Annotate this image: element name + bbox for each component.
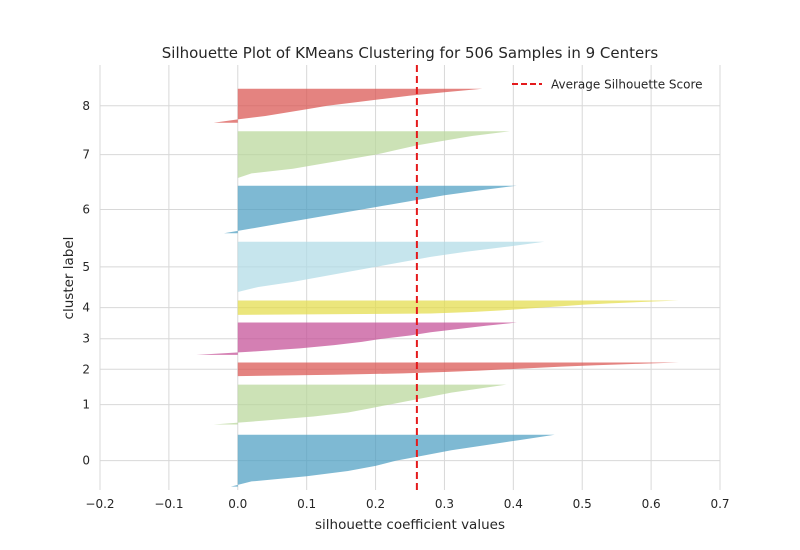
cluster-5-silhouette bbox=[237, 241, 545, 292]
x-tick-label: 0.1 bbox=[297, 497, 316, 511]
x-tick-label: 0.3 bbox=[435, 497, 454, 511]
x-axis-label: silhouette coefficient values bbox=[315, 517, 505, 533]
y-tick-label: 3 bbox=[82, 332, 90, 346]
legend-label: Average Silhouette Score bbox=[551, 78, 703, 92]
x-tick-labels: −0.2 −0.1 0.0 0.1 0.2 0.3 0.4 0.5 0.6 0.7 bbox=[85, 497, 729, 511]
cluster-4-silhouette bbox=[237, 300, 679, 315]
y-tick-label: 7 bbox=[82, 148, 90, 162]
y-tick-label: 8 bbox=[82, 99, 90, 113]
chart-title: Silhouette Plot of KMeans Clustering for… bbox=[162, 44, 659, 62]
cluster-8-silhouette bbox=[213, 88, 483, 123]
cluster-1-silhouette bbox=[213, 384, 507, 425]
y-tick-label: 5 bbox=[82, 260, 90, 274]
x-tick-label: 0.7 bbox=[710, 497, 729, 511]
cluster-0-silhouette bbox=[230, 434, 555, 487]
y-axis-label: cluster label bbox=[61, 237, 77, 320]
x-tick-label: −0.1 bbox=[154, 497, 183, 511]
cluster-3-silhouette bbox=[196, 322, 517, 355]
x-tick-label: 0.4 bbox=[504, 497, 523, 511]
cluster-2-silhouette bbox=[237, 362, 679, 377]
y-tick-labels: 0 1 2 3 4 5 6 7 8 bbox=[82, 99, 90, 468]
legend: Average Silhouette Score bbox=[512, 78, 703, 92]
plot-area bbox=[100, 65, 720, 490]
x-tick-label: 0.6 bbox=[642, 497, 661, 511]
y-tick-label: 4 bbox=[82, 301, 90, 315]
y-tick-label: 0 bbox=[82, 454, 90, 468]
x-tick-label: 0.0 bbox=[228, 497, 247, 511]
x-tick-label: 0.5 bbox=[573, 497, 592, 511]
x-tick-label: 0.2 bbox=[366, 497, 385, 511]
y-tick-label: 6 bbox=[82, 203, 90, 217]
x-tick-label: −0.2 bbox=[85, 497, 114, 511]
cluster-7-silhouette bbox=[237, 131, 510, 179]
y-tick-label: 1 bbox=[82, 398, 90, 412]
y-tick-label: 2 bbox=[82, 362, 90, 376]
cluster-areas bbox=[196, 88, 679, 487]
cluster-6-silhouette bbox=[224, 185, 517, 234]
